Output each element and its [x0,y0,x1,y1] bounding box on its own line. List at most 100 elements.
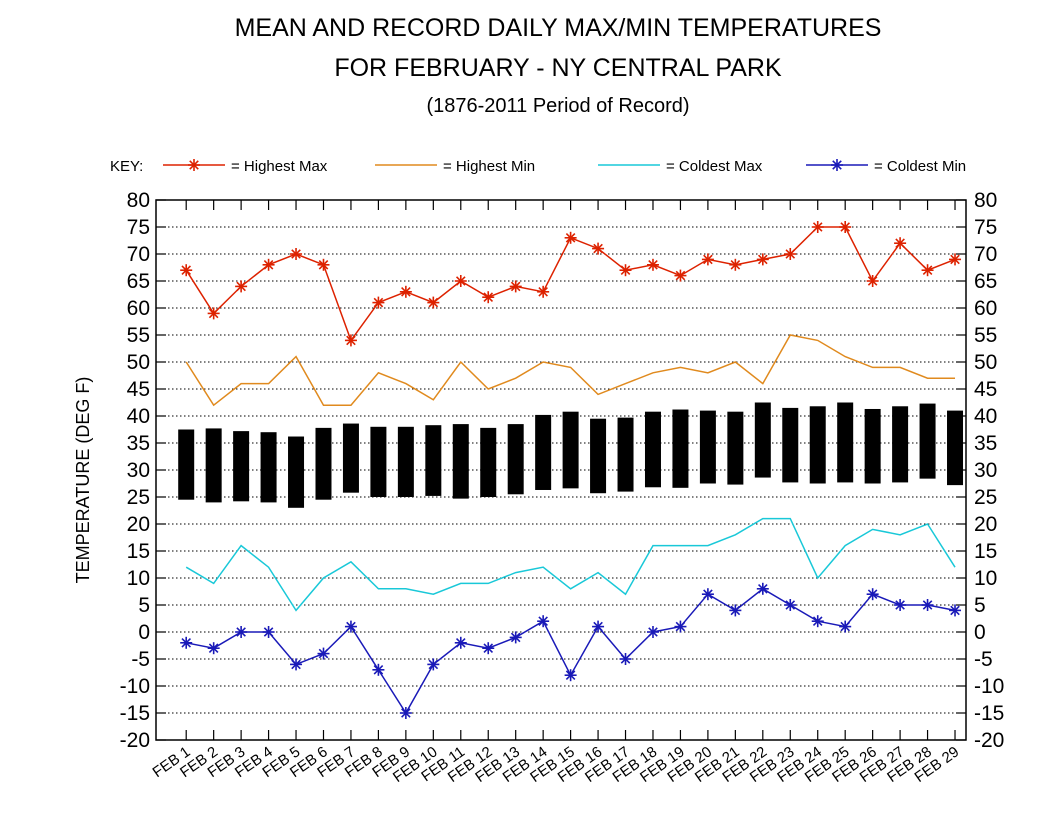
y-tick-label-right: 75 [974,216,997,239]
series-line-highest-max [185,226,956,342]
data-point-highest-max [811,221,824,233]
legend-key-label: KEY: [110,158,143,175]
y-tick-label-left: 55 [127,324,150,347]
mean-range-bar [233,431,250,502]
data-point-highest-max [949,253,962,266]
mean-range-bar [452,424,469,499]
series-markers [180,221,962,719]
mean-range-bar [644,411,661,488]
y-tick-label-left: 30 [127,459,150,482]
y-tick-label-right: -5 [974,648,993,671]
y-tick-label-left: -5 [131,648,150,671]
mean-range-bar [288,436,305,508]
mean-range-bar [562,411,579,489]
legend: KEY: = Highest Max = Highest Min = Coldest… [110,158,966,175]
data-point-coldest-min [372,663,385,676]
y-axis-right: 80757065605550454035302520151050-5-10-15… [956,189,1004,752]
y-tick-label-left: 45 [127,378,150,401]
mean-range-bar [782,407,799,483]
data-point-highest-max [756,253,769,266]
legend-label-highest-min: = Highest Min [443,158,535,175]
data-point-coldest-min [290,658,303,671]
data-point-highest-max [564,231,577,244]
y-tick-label-left: 60 [127,297,150,320]
mean-range-bar [425,425,442,496]
y-tick-label-left: 80 [127,189,150,212]
mean-range-bar [178,429,195,500]
data-point-coldest-min [729,604,742,617]
y-tick-label-right: 40 [974,405,997,428]
data-point-coldest-min [509,631,522,644]
y-tick-label-right: 80 [974,189,997,212]
data-point-highest-max [235,280,248,293]
data-point-coldest-min [207,642,220,655]
mean-range-bar [315,427,332,500]
mean-range-bar [397,426,414,497]
data-point-coldest-min [344,620,357,633]
mean-range-bar [837,402,854,483]
data-point-highest-max [537,285,550,298]
y-tick-label-right: -20 [974,729,1004,752]
data-point-highest-max [921,264,934,277]
data-point-highest-max [701,253,714,266]
y-axis-label: TEMPERATURE (DEG F) [73,377,93,584]
mean-range-bar [535,414,552,490]
y-tick-label-right: -10 [974,675,1004,698]
data-point-highest-max [894,237,907,250]
mean-range-bar [892,406,909,483]
y-tick-label-left: 20 [127,513,150,536]
data-point-highest-max [866,275,879,287]
y-tick-label-left: -20 [120,729,150,752]
mean-range-bar [205,428,222,503]
data-point-coldest-min [180,636,193,649]
mean-range-bar [672,409,689,488]
legend-marker-highest-max [188,159,200,171]
data-point-highest-max [427,296,440,309]
legend-label-coldest-max: = Coldest Max [666,158,763,175]
data-point-coldest-min [235,626,248,638]
y-tick-label-right: 60 [974,297,997,320]
data-point-highest-max [372,296,385,309]
data-point-highest-max [207,307,220,320]
series-line-highest-min [185,334,956,407]
mean-range-bar [370,426,387,497]
legend-marker-coldest-min [831,159,843,171]
chart-title: MEAN AND RECORD DAILY MAX/MIN TEMPERATUR… [234,14,882,42]
y-tick-label-left: -10 [120,675,150,698]
y-tick-label-left: 40 [127,405,150,428]
y-axis-left: 80757065605550454035302520151050-5-10-15… [120,189,166,752]
mean-range-bar [260,432,277,503]
data-point-coldest-min [701,588,714,601]
y-tick-label-left: 50 [127,351,150,374]
y-tick-label-left: 0 [138,621,150,644]
mean-range-bar [864,408,881,484]
data-point-highest-max [839,221,852,233]
data-point-coldest-min [756,582,769,595]
y-tick-label-left: 70 [127,243,150,266]
grid [156,226,966,714]
y-tick-label-left: 75 [127,216,150,239]
data-point-coldest-min [646,626,659,638]
data-point-coldest-min [427,658,440,671]
y-tick-label-right: 55 [974,324,997,347]
y-tick-label-right: 0 [974,621,986,644]
y-tick-label-right: 65 [974,270,997,293]
data-point-coldest-min [619,653,632,665]
data-point-highest-max [262,258,275,271]
mean-range-bar [727,411,744,485]
data-point-highest-max [344,334,357,347]
data-point-highest-max [180,264,193,277]
data-point-highest-max [509,280,522,293]
y-tick-label-right: 5 [974,594,986,617]
mean-range-bar [699,410,716,484]
y-tick-label-right: -15 [974,702,1004,725]
y-tick-label-right: 35 [974,432,997,455]
data-point-coldest-min [482,642,495,655]
y-tick-label-left: -15 [120,702,150,725]
data-point-coldest-min [921,599,934,611]
data-point-highest-max [317,258,330,271]
mean-range-bar [947,410,964,486]
y-tick-label-right: 15 [974,540,997,563]
data-point-coldest-min [317,647,330,660]
